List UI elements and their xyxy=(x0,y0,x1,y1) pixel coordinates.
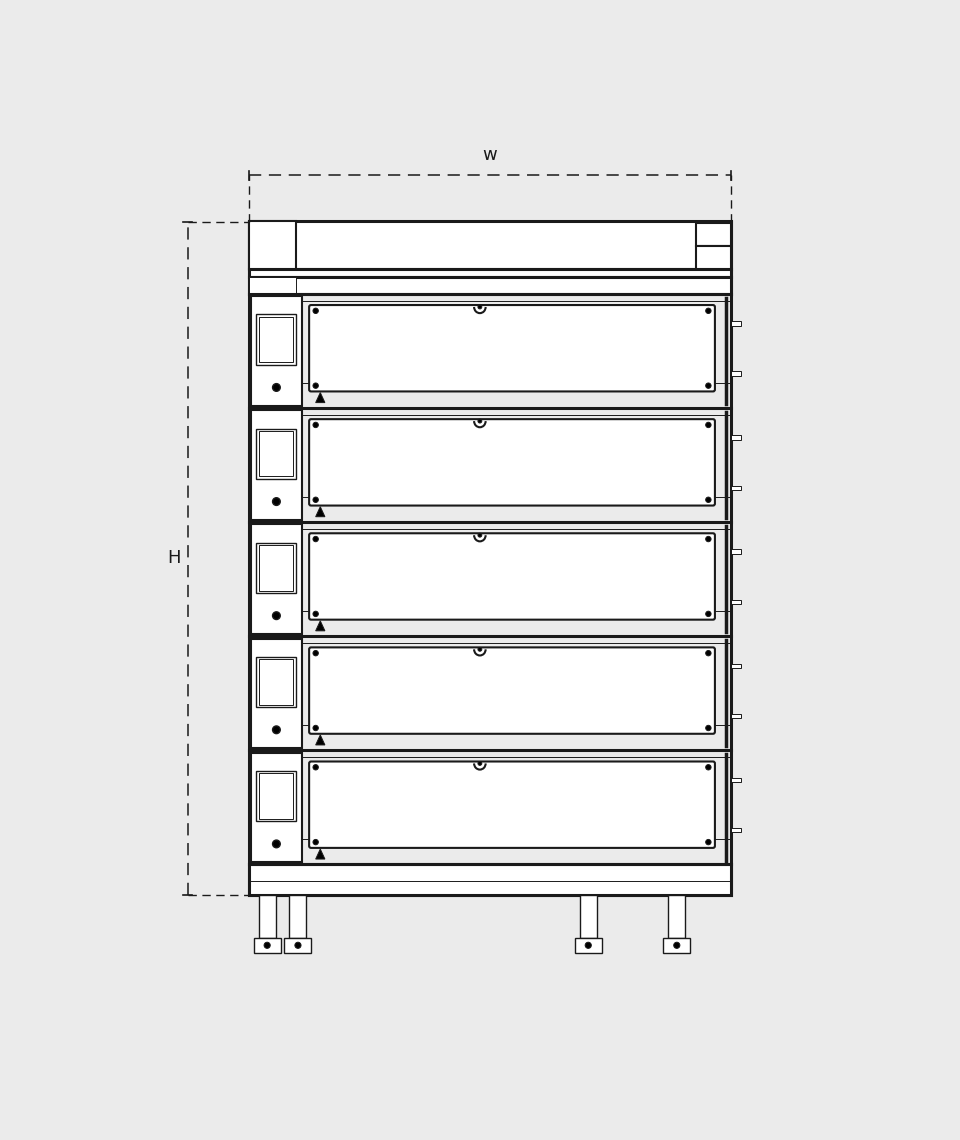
Circle shape xyxy=(273,726,280,734)
Circle shape xyxy=(706,651,711,656)
Bar xyxy=(731,486,741,490)
Bar xyxy=(251,410,301,520)
Bar xyxy=(255,771,296,821)
Polygon shape xyxy=(316,392,324,402)
Bar xyxy=(255,315,296,365)
Bar xyxy=(731,828,741,832)
Bar xyxy=(251,638,301,748)
Circle shape xyxy=(313,651,319,656)
Bar xyxy=(258,317,293,363)
FancyBboxPatch shape xyxy=(309,420,715,505)
Bar xyxy=(731,435,741,440)
Bar xyxy=(250,221,731,269)
Bar xyxy=(258,659,293,705)
Circle shape xyxy=(313,611,319,617)
Text: H: H xyxy=(167,549,180,568)
Bar xyxy=(251,524,301,634)
Bar xyxy=(731,549,741,554)
Circle shape xyxy=(706,308,711,314)
Circle shape xyxy=(313,765,319,770)
Polygon shape xyxy=(316,735,324,744)
Circle shape xyxy=(313,422,319,428)
Bar xyxy=(250,864,731,895)
Bar xyxy=(255,543,296,593)
Circle shape xyxy=(478,762,482,765)
Polygon shape xyxy=(316,621,324,630)
Bar xyxy=(731,777,741,782)
Bar xyxy=(731,321,741,326)
Circle shape xyxy=(706,725,711,731)
Bar xyxy=(731,600,741,604)
Bar xyxy=(696,246,731,269)
Bar xyxy=(250,221,731,895)
Circle shape xyxy=(478,420,482,423)
Circle shape xyxy=(706,611,711,617)
Circle shape xyxy=(273,383,280,391)
Text: w: w xyxy=(483,146,497,164)
Bar xyxy=(250,221,296,269)
Circle shape xyxy=(706,497,711,503)
Bar xyxy=(250,277,731,294)
Circle shape xyxy=(273,840,280,848)
Bar xyxy=(258,545,293,591)
Circle shape xyxy=(313,536,319,542)
Circle shape xyxy=(295,943,301,948)
Circle shape xyxy=(586,943,591,948)
Bar xyxy=(255,657,296,707)
Bar xyxy=(251,752,301,862)
Circle shape xyxy=(478,534,482,537)
Bar xyxy=(251,296,301,406)
Circle shape xyxy=(478,648,482,651)
Bar xyxy=(731,714,741,718)
Circle shape xyxy=(706,422,711,428)
Bar xyxy=(668,895,685,937)
Bar xyxy=(731,663,741,668)
Circle shape xyxy=(706,839,711,845)
Circle shape xyxy=(313,725,319,731)
Bar xyxy=(696,223,731,246)
Circle shape xyxy=(313,383,319,389)
Circle shape xyxy=(706,383,711,389)
FancyBboxPatch shape xyxy=(309,648,715,734)
Circle shape xyxy=(674,943,680,948)
Circle shape xyxy=(706,536,711,542)
Bar xyxy=(255,429,296,479)
Polygon shape xyxy=(316,849,324,860)
Circle shape xyxy=(264,943,271,948)
Bar xyxy=(663,937,690,953)
Circle shape xyxy=(313,308,319,314)
Bar xyxy=(284,937,311,953)
Circle shape xyxy=(273,498,280,505)
Circle shape xyxy=(313,497,319,503)
Circle shape xyxy=(313,839,319,845)
Bar xyxy=(731,372,741,376)
Circle shape xyxy=(706,765,711,770)
Bar xyxy=(290,895,306,937)
Bar xyxy=(258,895,276,937)
FancyBboxPatch shape xyxy=(309,762,715,848)
FancyBboxPatch shape xyxy=(309,306,715,391)
Bar xyxy=(580,895,597,937)
Bar xyxy=(258,773,293,819)
FancyBboxPatch shape xyxy=(309,534,715,620)
Bar xyxy=(250,269,731,277)
Bar xyxy=(575,937,602,953)
Circle shape xyxy=(273,612,280,619)
Bar xyxy=(250,277,296,294)
Bar xyxy=(253,937,280,953)
Circle shape xyxy=(478,306,482,309)
Bar xyxy=(258,431,293,477)
Polygon shape xyxy=(316,506,324,516)
